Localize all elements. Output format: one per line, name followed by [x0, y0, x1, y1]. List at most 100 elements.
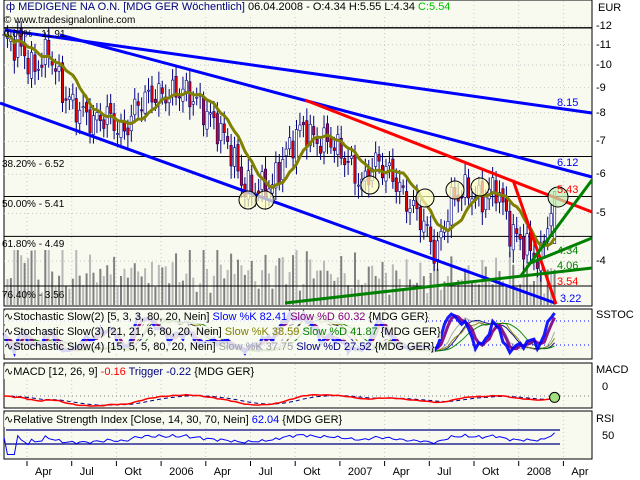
candle: [40, 64, 44, 68]
volume-bar: [47, 250, 50, 305]
volume-bar: [212, 275, 215, 305]
candle: [350, 155, 354, 159]
candle: [239, 166, 243, 186]
volume-bar: [133, 263, 136, 305]
candle: [277, 162, 281, 184]
volume-bar: [71, 278, 74, 305]
stoch-legend-2: ∿Stochastic Slow(3) [21, 21, 6, 80, 20, …: [4, 326, 441, 339]
volume-bar: [206, 268, 209, 305]
candle: [312, 126, 316, 136]
volume-bar: [54, 286, 57, 305]
currency-label: EUR: [598, 2, 622, 14]
trendline-0: [4, 28, 593, 115]
volume-bar: [381, 261, 384, 305]
candle: [484, 196, 488, 210]
volume-bar: [278, 258, 281, 305]
volume-bar: [292, 255, 295, 305]
candle: [174, 76, 178, 98]
candle: [504, 198, 508, 212]
volume-bar: [185, 273, 188, 305]
rsi-value: 62.04: [251, 414, 280, 426]
volume-bar: [501, 281, 504, 305]
candle: [467, 177, 471, 199]
candle: [33, 54, 37, 72]
volume-bar: [453, 282, 456, 305]
volume-bar: [477, 284, 480, 305]
candle: [432, 239, 436, 264]
volume-bar: [391, 264, 394, 305]
volume-bar: [281, 257, 284, 305]
volume-bar: [144, 268, 147, 305]
trendline-2: [0, 101, 556, 305]
trend-label-322: 3.22: [560, 293, 582, 305]
candle: [353, 154, 357, 184]
volume-bar: [181, 280, 184, 305]
signal-circle: [470, 177, 490, 197]
volume-bar: [85, 273, 88, 305]
chart-ohl: - O:4.34 H:5.55 L:4.34: [306, 1, 415, 13]
volume-bar: [254, 281, 257, 305]
volume-bar: [61, 250, 64, 305]
candle: [57, 66, 61, 72]
trend-label-543: 5.43: [557, 184, 579, 196]
candle: [95, 112, 99, 121]
volume-bar: [460, 279, 463, 305]
candle: [233, 147, 237, 167]
candle: [418, 206, 422, 231]
candle: [74, 98, 78, 123]
candle: [195, 96, 199, 99]
volume-bar: [288, 272, 291, 305]
candle: [43, 39, 47, 65]
candle: [250, 174, 254, 194]
volume-bar: [68, 288, 71, 305]
candle: [109, 103, 113, 114]
candle: [274, 162, 278, 189]
macd-axis-label: MACD: [596, 364, 629, 376]
volume-bar: [195, 291, 198, 305]
volume-bar: [247, 270, 250, 305]
stoch-symbol: {MDG GER}: [380, 326, 441, 338]
volume-bar: [323, 260, 326, 305]
sstoc-axis-label: SSTOC: [596, 309, 634, 321]
x-tick-label: Apr: [571, 466, 589, 478]
candle: [535, 261, 539, 269]
volume-bar: [470, 280, 473, 305]
fib-label-38: 38.20% - 6.52: [2, 159, 65, 170]
candle: [325, 123, 329, 142]
volume-bar: [157, 264, 160, 305]
candle: [153, 98, 157, 103]
volume-bar: [171, 262, 174, 305]
signal-circle: [255, 190, 275, 210]
indicator-icon: ∿: [4, 366, 14, 378]
candle: [219, 123, 223, 141]
macd-name: MACD [12, 26, 9]: [13, 366, 98, 378]
volume-bar: [398, 278, 401, 305]
x-tick-label: 2007: [347, 466, 373, 478]
volume-bar: [329, 273, 332, 305]
x-tick-label: Okt: [482, 466, 500, 478]
candle: [202, 97, 206, 126]
candle: [522, 235, 526, 260]
candle: [288, 137, 292, 150]
volume-bar: [250, 260, 253, 305]
candle: [515, 228, 519, 234]
candle: [343, 158, 347, 166]
candle: [408, 208, 412, 213]
candle: [411, 200, 415, 206]
volume-bar: [99, 268, 102, 305]
volume-bar: [519, 284, 522, 305]
volume-bar: [326, 270, 329, 305]
volume-bar: [409, 279, 412, 305]
volume-bar: [140, 276, 143, 305]
candle: [298, 124, 302, 131]
volume-bar: [257, 288, 260, 305]
volume-bar: [384, 272, 387, 305]
volume-bar: [209, 292, 212, 305]
signal-circle: [238, 190, 258, 210]
stoch-d: Slow %D 27.52: [296, 341, 372, 353]
volume-bar: [243, 274, 246, 305]
candle: [85, 102, 89, 113]
candle: [222, 123, 226, 133]
stoch-name: Stochastic Slow(4) [15, 5, 5, 80, 20, Ne…: [13, 341, 216, 353]
